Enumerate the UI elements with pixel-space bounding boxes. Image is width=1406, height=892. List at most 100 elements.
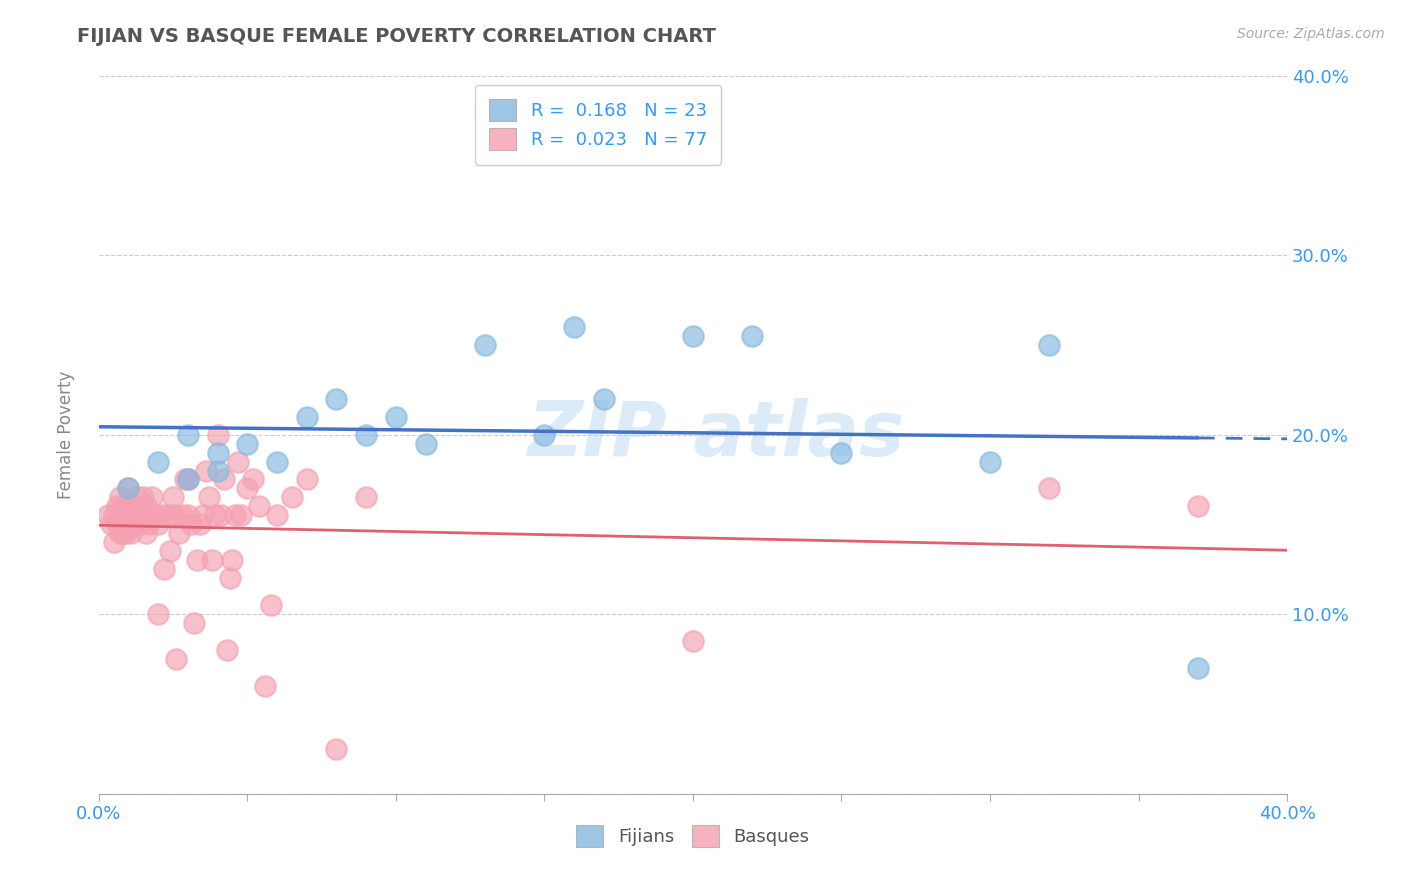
Point [108, 491, 131, 505]
Point [108, 508, 131, 523]
Point [141, 491, 163, 505]
Point [191, 508, 214, 523]
Point [266, 508, 288, 523]
Point [201, 553, 224, 567]
Point [236, 436, 259, 450]
Point [162, 491, 184, 505]
Point [254, 679, 277, 693]
Point [124, 500, 146, 514]
Point [385, 409, 408, 424]
Point [132, 508, 155, 523]
Point [124, 517, 146, 532]
Point [111, 508, 134, 523]
Point [224, 508, 246, 523]
Point [135, 526, 157, 541]
Point [194, 463, 217, 477]
Point [207, 445, 229, 459]
Point [100, 517, 122, 532]
Point [415, 436, 437, 450]
Point [127, 508, 149, 523]
Point [177, 427, 200, 442]
Point [105, 500, 128, 514]
Point [247, 500, 270, 514]
Point [148, 454, 170, 468]
Point [474, 338, 496, 352]
Y-axis label: Female Poverty: Female Poverty [58, 370, 75, 499]
Point [533, 427, 555, 442]
Point [165, 652, 187, 666]
Point [108, 526, 131, 541]
Point [177, 473, 200, 487]
Point [111, 526, 134, 541]
Point [979, 454, 1001, 468]
Point [207, 427, 229, 442]
Point [138, 517, 160, 532]
Point [1038, 338, 1060, 352]
Point [129, 517, 152, 532]
Point [1187, 500, 1209, 514]
Point [117, 517, 139, 532]
Point [114, 526, 136, 541]
Point [117, 482, 139, 496]
Point [354, 427, 377, 442]
Point [117, 482, 139, 496]
Point [266, 454, 288, 468]
Point [177, 473, 200, 487]
Point [114, 500, 136, 514]
Point [295, 409, 318, 424]
Point [295, 473, 318, 487]
Point [105, 517, 128, 532]
Text: Source: ZipAtlas.com: Source: ZipAtlas.com [1237, 27, 1385, 41]
Point [117, 508, 139, 523]
Point [218, 571, 240, 585]
Point [207, 463, 229, 477]
Point [741, 329, 763, 343]
Point [117, 500, 139, 514]
Point [242, 473, 264, 487]
Point [103, 508, 125, 523]
Point [150, 508, 173, 523]
Point [97, 508, 120, 523]
Point [228, 454, 250, 468]
Point [156, 508, 179, 523]
Point [562, 319, 585, 334]
Point [281, 491, 304, 505]
Point [162, 508, 184, 523]
Point [143, 508, 166, 523]
Point [121, 500, 143, 514]
Point [159, 544, 181, 558]
Point [132, 491, 155, 505]
Point [183, 616, 205, 631]
Point [177, 508, 200, 523]
Point [153, 562, 176, 576]
Point [103, 535, 125, 549]
Point [325, 741, 347, 756]
Point [325, 392, 347, 406]
Point [592, 392, 614, 406]
Point [212, 473, 235, 487]
Point [188, 517, 211, 532]
Point [1038, 482, 1060, 496]
Point [111, 500, 134, 514]
Point [682, 634, 704, 648]
Point [197, 491, 219, 505]
Point [127, 491, 149, 505]
Point [135, 500, 157, 514]
Point [260, 598, 283, 612]
Point [174, 473, 197, 487]
Legend: R =  0.168   N = 23, R =  0.023   N = 77: R = 0.168 N = 23, R = 0.023 N = 77 [475, 85, 721, 165]
Point [167, 526, 190, 541]
Point [204, 508, 226, 523]
Point [830, 445, 852, 459]
Text: ZIP atlas: ZIP atlas [529, 398, 905, 472]
Point [209, 508, 232, 523]
Text: FIJIAN VS BASQUE FEMALE POVERTY CORRELATION CHART: FIJIAN VS BASQUE FEMALE POVERTY CORRELAT… [77, 27, 716, 45]
Point [170, 508, 193, 523]
Point [236, 482, 259, 496]
Point [186, 553, 208, 567]
Point [148, 607, 170, 621]
Point [121, 526, 143, 541]
Point [682, 329, 704, 343]
Point [221, 553, 243, 567]
Point [215, 643, 238, 657]
